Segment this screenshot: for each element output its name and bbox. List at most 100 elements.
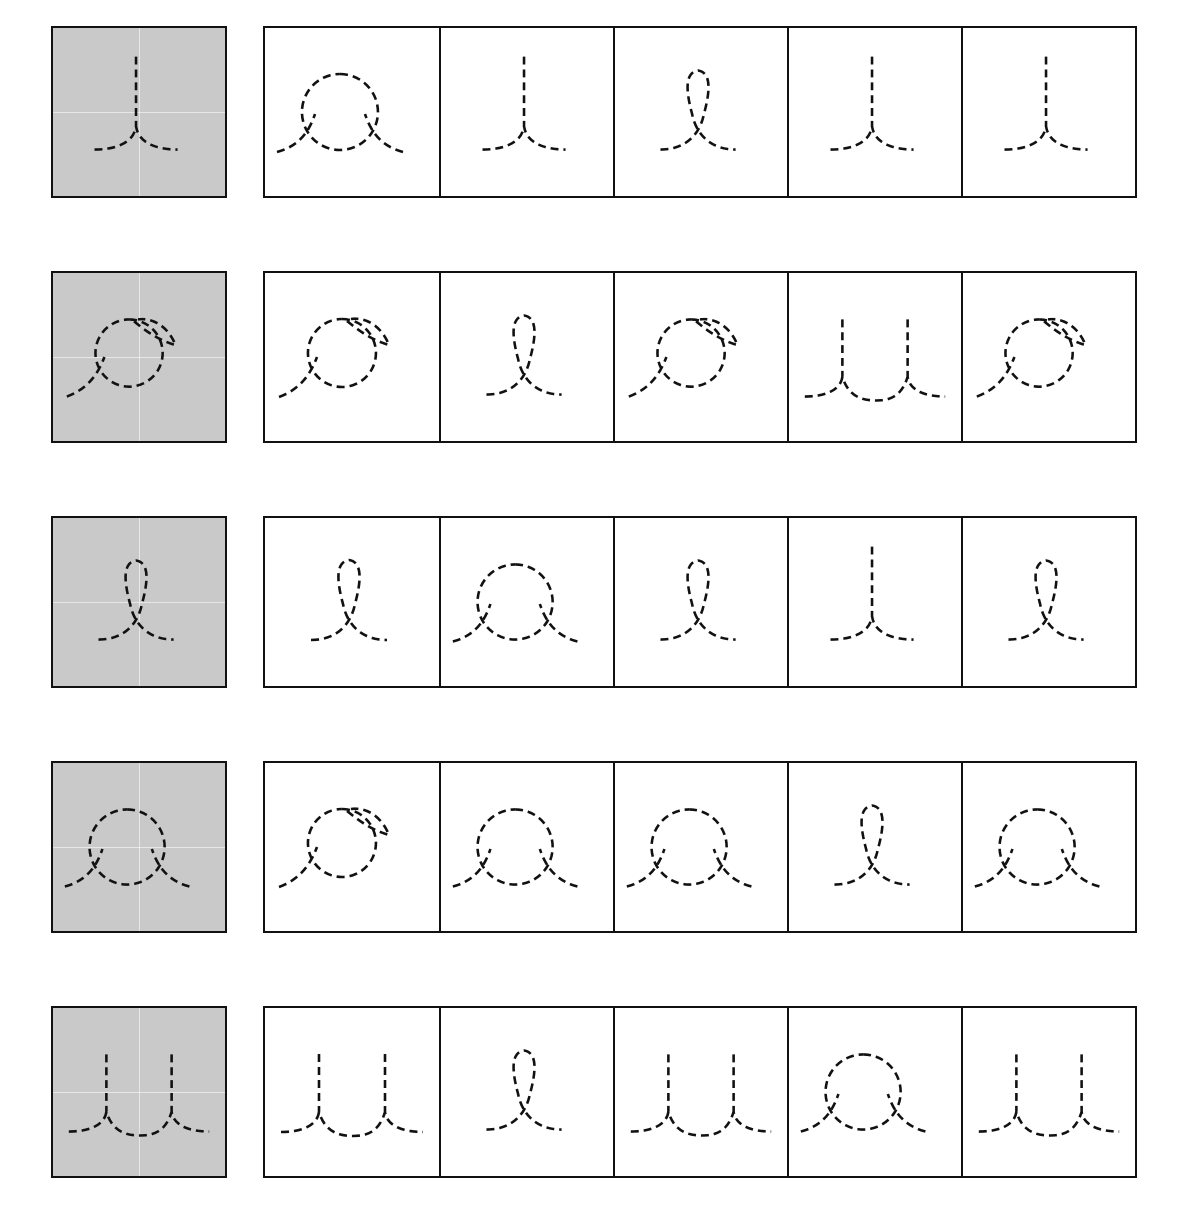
choice-cell-3[interactable] (613, 273, 787, 441)
dashed-stroke (1005, 57, 1088, 150)
choice-circle-feet-glyph (265, 28, 439, 196)
choice-double-cusp-glyph (789, 273, 961, 441)
dashed-stroke (69, 1054, 209, 1135)
dashed-stroke (311, 560, 387, 640)
dashed-stroke (805, 319, 945, 400)
choice-loop-glyph (441, 273, 613, 441)
choice-cell-4[interactable] (787, 273, 961, 441)
dashed-stroke (483, 57, 566, 150)
choice-cell-5[interactable] (961, 273, 1135, 441)
dashed-stroke (486, 1050, 561, 1129)
choice-loop-glyph (615, 28, 787, 196)
choice-cell-3[interactable] (613, 518, 787, 686)
choice-circle-hook-glyph (615, 273, 787, 441)
dashed-stroke (65, 809, 190, 886)
sample-box (51, 1006, 227, 1178)
choice-cell-5[interactable] (961, 1008, 1135, 1176)
choice-cell-2[interactable] (439, 763, 613, 931)
exercise-row-3 (0, 516, 1180, 688)
choice-loop-glyph (789, 763, 961, 931)
choice-cell-3[interactable] (613, 1008, 787, 1176)
dashed-stroke (831, 57, 914, 150)
choice-circle-hook-glyph (265, 763, 439, 931)
choice-cell-5[interactable] (961, 28, 1135, 196)
dashed-stroke (486, 315, 561, 394)
choice-cell-1[interactable] (265, 518, 439, 686)
sample-loop-glyph (53, 518, 225, 686)
choice-circle-feet-glyph (789, 1008, 961, 1176)
choice-double-cusp-glyph (265, 1008, 439, 1176)
exercise-row-1 (0, 26, 1180, 198)
choice-cell-2[interactable] (439, 1008, 613, 1176)
choice-loop-glyph (615, 518, 787, 686)
dashed-stroke (98, 560, 173, 639)
choice-cusp-stem-glyph (789, 28, 961, 196)
dashed-stroke (831, 547, 914, 640)
choice-cell-3[interactable] (613, 28, 787, 196)
dashed-stroke (834, 805, 909, 884)
dashed-stroke (629, 319, 738, 396)
choice-cusp-stem-glyph (441, 28, 613, 196)
sample-circle-hook-glyph (53, 273, 225, 441)
sample-cusp-stem-glyph (53, 28, 225, 196)
sample-box (51, 761, 227, 933)
dashed-stroke (95, 57, 178, 150)
choice-double-cusp-glyph (615, 1008, 787, 1176)
choice-cell-2[interactable] (439, 518, 613, 686)
choice-loop-glyph (441, 1008, 613, 1176)
choice-cell-5[interactable] (961, 763, 1135, 931)
choice-circle-feet-glyph (615, 763, 787, 931)
dashed-stroke (979, 1054, 1119, 1135)
dashed-stroke (801, 1054, 926, 1131)
sample-box (51, 26, 227, 198)
choice-loop-glyph (963, 518, 1135, 686)
choice-cell-1[interactable] (265, 763, 439, 931)
choice-circle-hook-glyph (963, 273, 1135, 441)
dashed-stroke (660, 70, 735, 149)
sample-box (51, 516, 227, 688)
dashed-stroke (1008, 560, 1083, 639)
dashed-stroke (279, 319, 389, 397)
choice-cell-1[interactable] (265, 28, 439, 196)
choice-cell-4[interactable] (787, 763, 961, 931)
sample-circle-feet-glyph (53, 763, 225, 931)
dashed-stroke (281, 1054, 423, 1136)
exercise-row-4 (0, 761, 1180, 933)
choice-cell-1[interactable] (265, 1008, 439, 1176)
choice-cell-1[interactable] (265, 273, 439, 441)
choice-cusp-stem-glyph (963, 28, 1135, 196)
choice-cell-2[interactable] (439, 28, 613, 196)
choice-cell-4[interactable] (787, 28, 961, 196)
choice-circle-hook-glyph (265, 273, 439, 441)
sample-double-cusp-glyph (53, 1008, 225, 1176)
exercise-row-2 (0, 271, 1180, 443)
choice-strip (263, 516, 1137, 688)
choice-cell-3[interactable] (613, 763, 787, 931)
dashed-stroke (627, 809, 752, 886)
sample-box (51, 271, 227, 443)
choice-circle-feet-glyph (441, 763, 613, 931)
choice-cell-2[interactable] (439, 273, 613, 441)
choice-loop-glyph (265, 518, 439, 686)
choice-strip (263, 1006, 1137, 1178)
choice-double-cusp-glyph (963, 1008, 1135, 1176)
dashed-stroke (453, 564, 578, 641)
choice-cell-4[interactable] (787, 518, 961, 686)
choice-strip (263, 271, 1137, 443)
choice-strip (263, 26, 1137, 198)
dashed-stroke (631, 1054, 771, 1135)
dashed-stroke (279, 809, 389, 887)
dashed-stroke (67, 319, 176, 396)
dashed-stroke (660, 560, 735, 639)
dashed-stroke (453, 809, 578, 886)
dashed-stroke (975, 809, 1100, 886)
choice-circle-feet-glyph (963, 763, 1135, 931)
choice-cusp-stem-glyph (789, 518, 961, 686)
dashed-stroke (277, 74, 403, 152)
exercise-row-5 (0, 1006, 1180, 1178)
choice-cell-4[interactable] (787, 1008, 961, 1176)
choice-cell-5[interactable] (961, 518, 1135, 686)
choice-circle-feet-glyph (441, 518, 613, 686)
dashed-stroke (977, 319, 1086, 396)
